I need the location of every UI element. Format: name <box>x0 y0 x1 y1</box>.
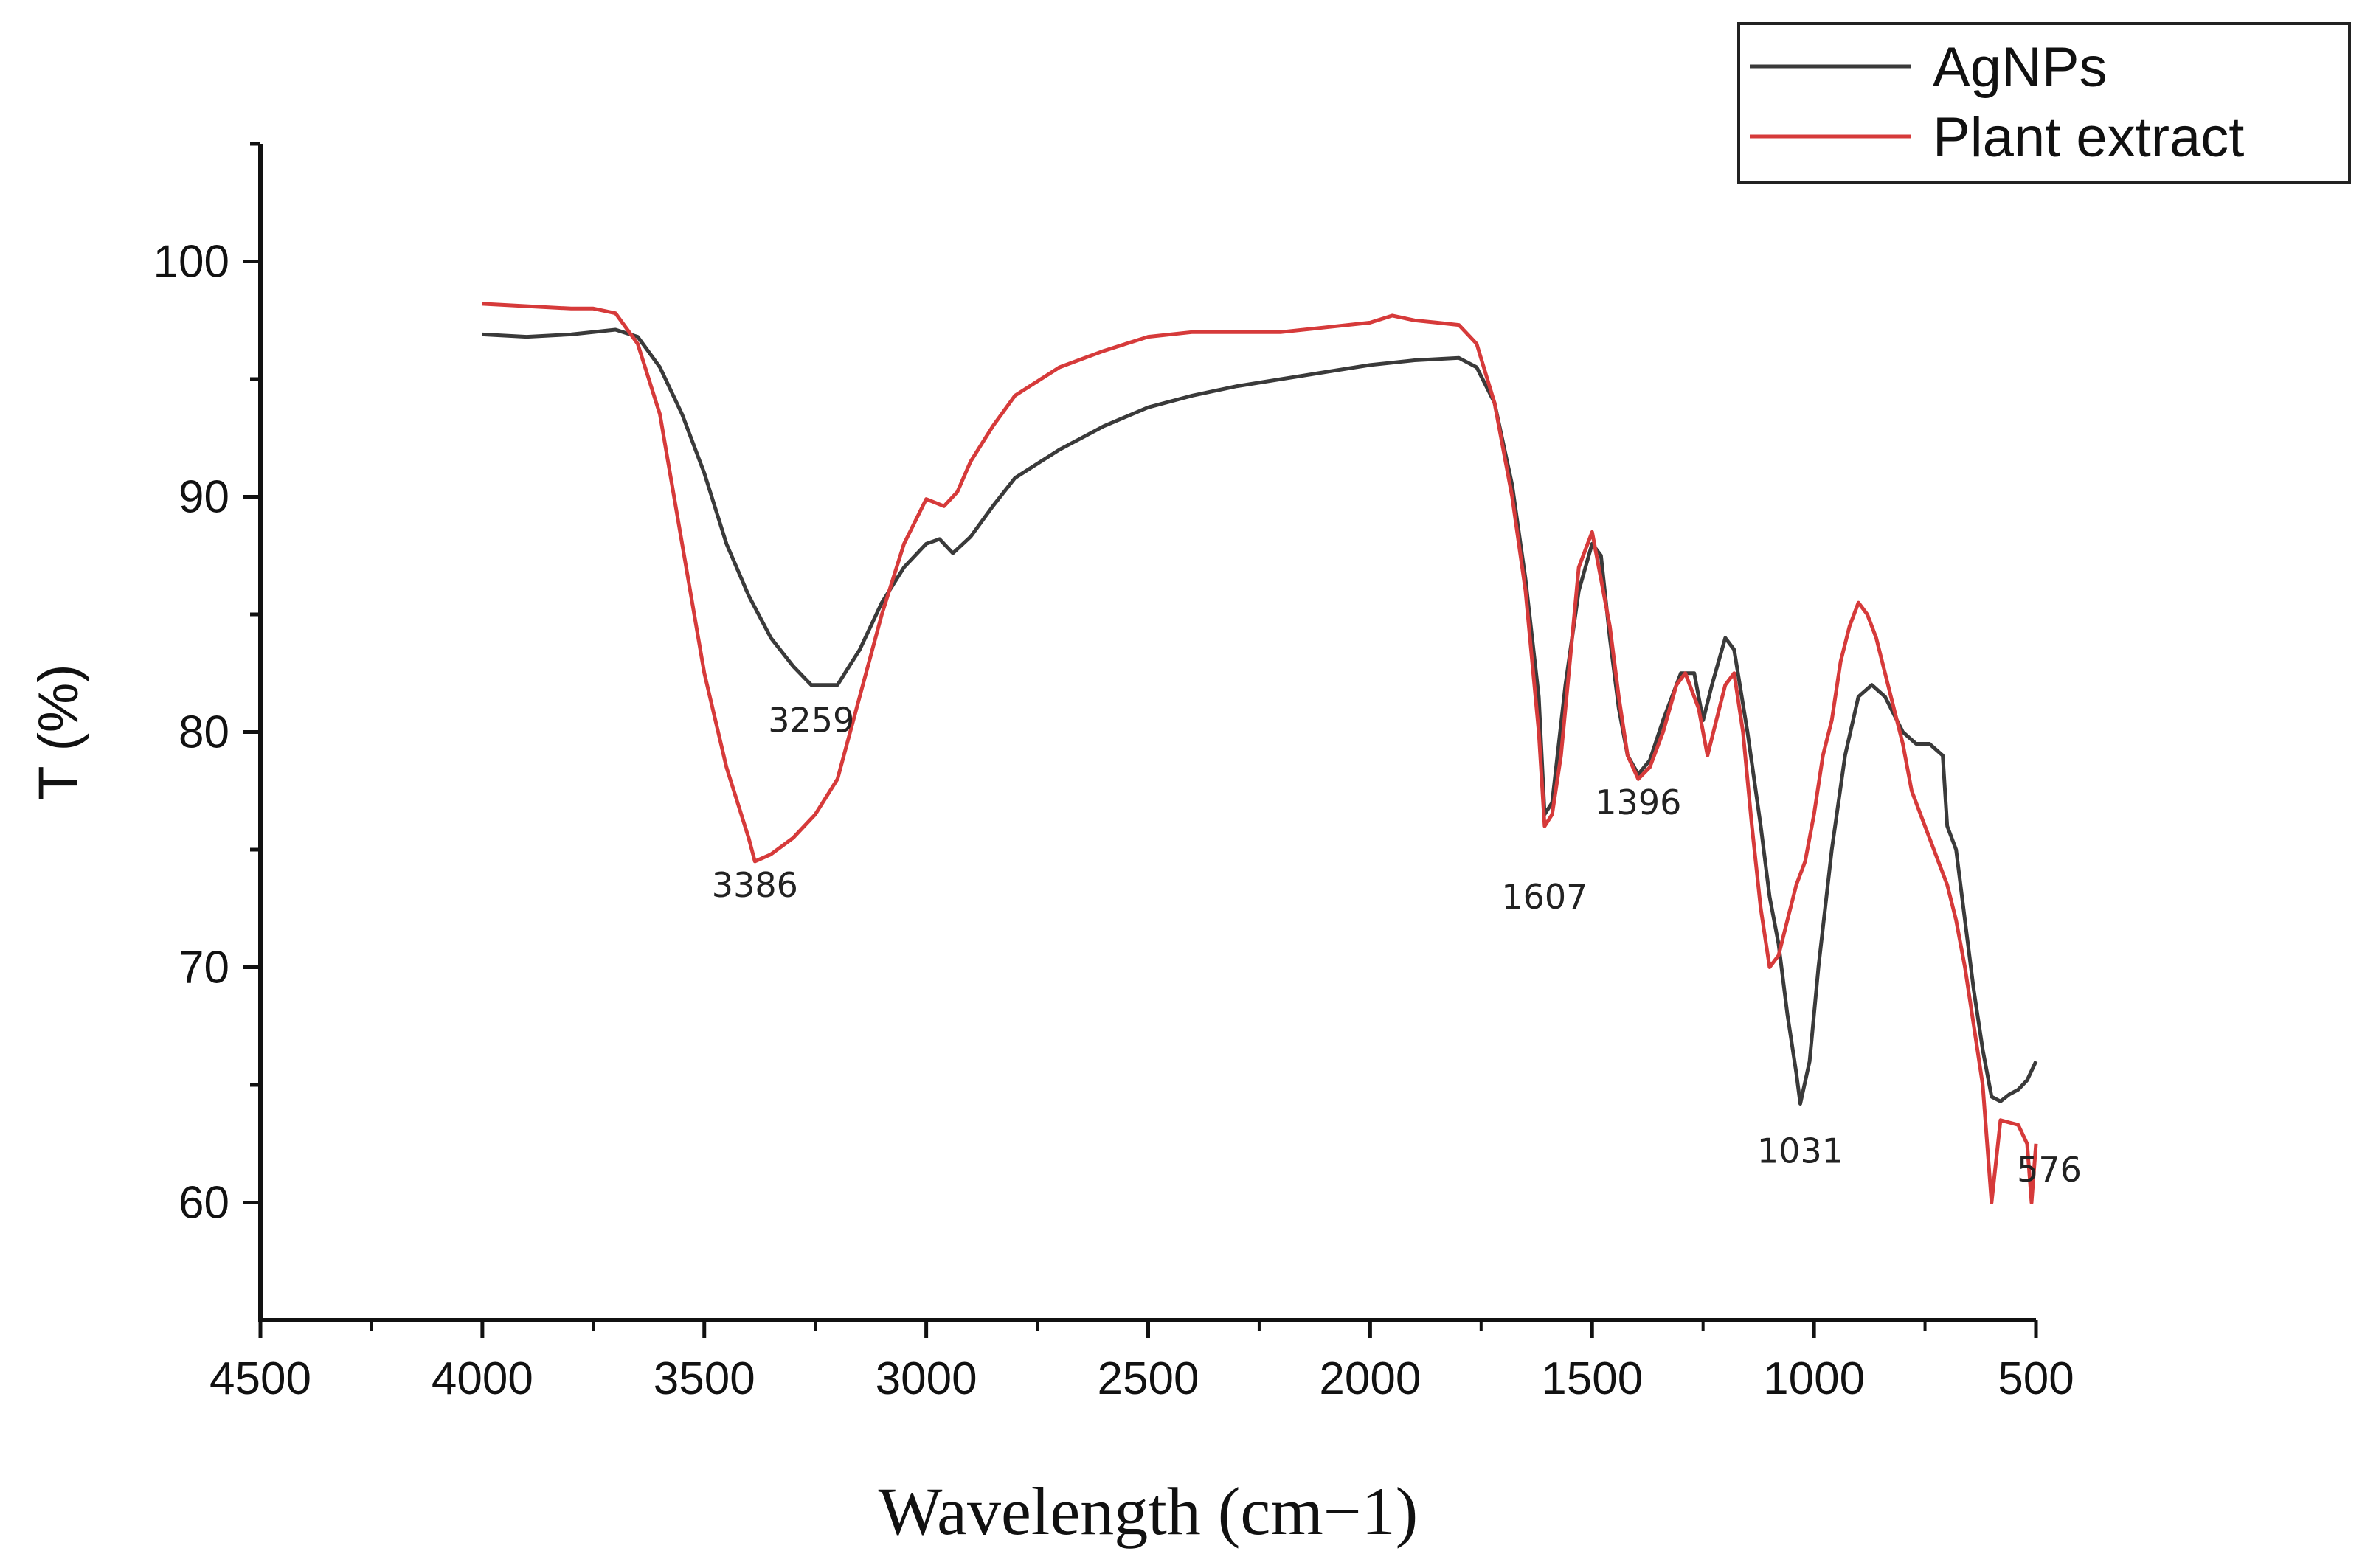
series-layer <box>482 302 2038 1204</box>
peak-label: 3386 <box>712 865 798 905</box>
legend: AgNPs Plant extract <box>1737 22 2351 184</box>
legend-label-plant-extract: Plant extract <box>1933 106 2244 169</box>
x-tick-label: 3500 <box>654 1353 755 1404</box>
x-axis-label: Wavelength (cm−1) <box>879 1474 1419 1549</box>
x-tick-label: 4500 <box>209 1353 311 1404</box>
peak-label: 1607 <box>1501 877 1587 917</box>
peak-label: 576 <box>2017 1150 2082 1190</box>
legend-label-agnps: AgNPs <box>1933 36 2108 99</box>
series-line-agnps <box>482 327 2038 1106</box>
x-tick-label: 2500 <box>1098 1353 1199 1404</box>
x-tick-label: 500 <box>1998 1353 2074 1404</box>
y-tick-label: 80 <box>179 707 229 758</box>
y-tick-label: 90 <box>179 472 229 523</box>
x-tick-label: 1500 <box>1541 1353 1643 1404</box>
peak-label: 3259 <box>768 701 854 740</box>
legend-box <box>1737 22 2351 184</box>
peak-label: 1396 <box>1595 783 1681 822</box>
series-line-plant-extract <box>482 302 2038 1204</box>
y-tick-label: 100 <box>153 237 229 288</box>
x-tick-label: 1000 <box>1763 1353 1865 1404</box>
x-tick-label: 2000 <box>1319 1353 1421 1404</box>
annotations: 3259 3386 1607 1396 1031 576 <box>712 701 2082 1190</box>
x-tick-label: 3000 <box>876 1353 977 1404</box>
y-axis-label: T (%) <box>27 664 90 799</box>
ticks: 4500 4000 3500 3000 2500 2000 1500 1000 500 60 70 8… <box>153 142 2074 1404</box>
y-tick-label: 70 <box>179 943 229 993</box>
peak-label: 1031 <box>1757 1131 1843 1170</box>
y-tick-label: 60 <box>179 1178 229 1229</box>
x-tick-label: 4000 <box>432 1353 533 1404</box>
